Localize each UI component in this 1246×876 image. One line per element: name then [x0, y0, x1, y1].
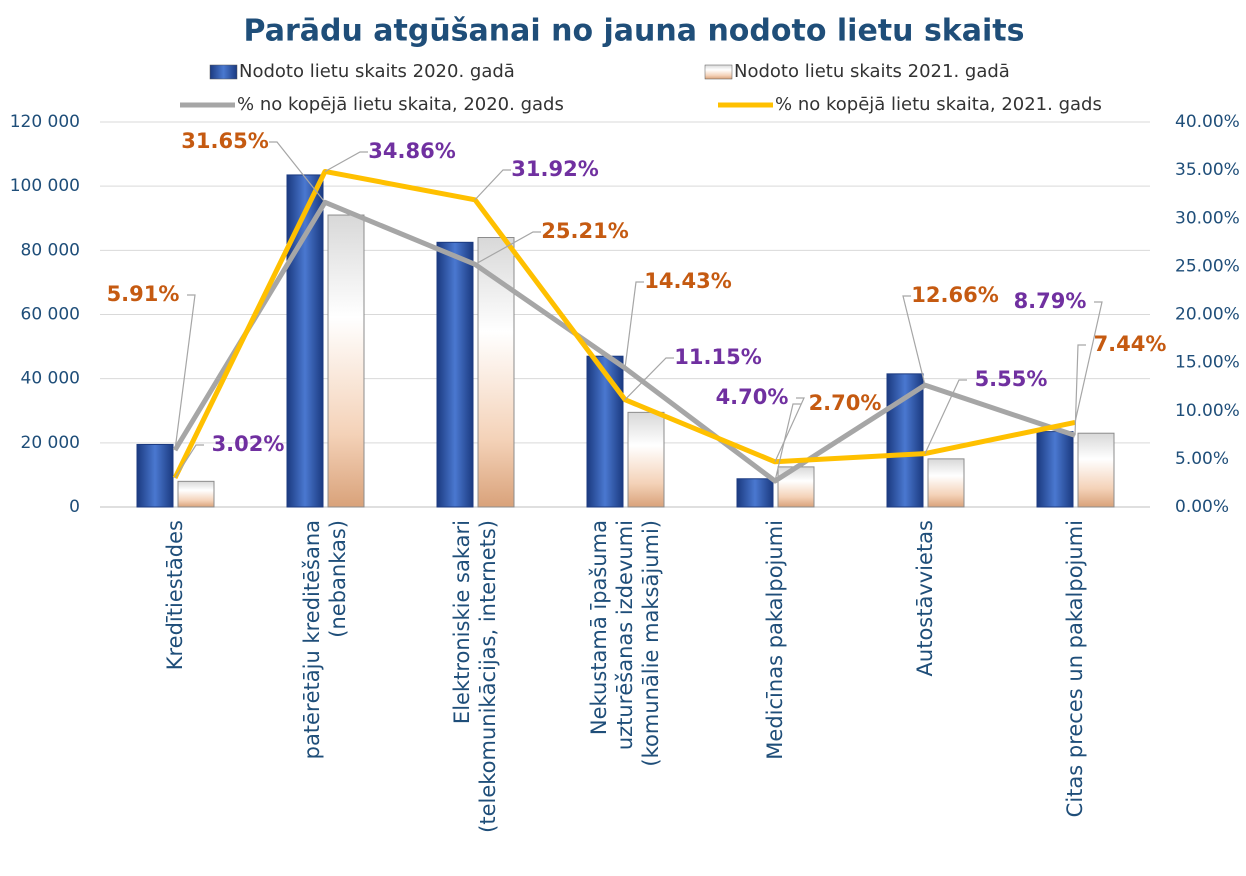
leader-line	[269, 141, 326, 203]
leader-line	[474, 169, 511, 201]
bar	[586, 355, 624, 508]
legend-label: Nodoto lietu skaits 2020. gadā	[239, 61, 515, 82]
x-tick-label: Kredītiestādes	[163, 520, 187, 671]
data-label: 31.92%	[511, 157, 598, 181]
x-tick-label: Elektroniskie sakari (telekomunikācijas,…	[450, 520, 500, 833]
y-tick-label: 60 000	[21, 305, 80, 325]
leader-line	[1074, 344, 1086, 436]
data-label: 11.15%	[674, 345, 761, 369]
y2-tick-label: 40.00%	[1175, 112, 1240, 132]
data-label: 2.70%	[809, 391, 882, 415]
data-label: 3.02%	[212, 432, 285, 456]
leader-line	[174, 294, 196, 451]
y2-tick-label: 35.00%	[1175, 160, 1240, 180]
data-label: 5.91%	[107, 282, 180, 306]
data-label: 8.79%	[1014, 289, 1087, 313]
bar	[1036, 431, 1074, 508]
legend-label: % no kopējā lietu skaita, 2021. gads	[775, 94, 1102, 115]
leader-line	[174, 444, 204, 479]
data-label: 7.44%	[1094, 332, 1167, 356]
bar	[736, 478, 774, 508]
data-label: 25.21%	[541, 219, 628, 243]
leader-line	[902, 295, 926, 386]
y2-tick-label: 0.00%	[1175, 497, 1229, 517]
y-tick-label: 0	[69, 497, 80, 517]
y2-tick-label: 30.00%	[1175, 208, 1240, 228]
y-tick-label: 100 000	[10, 176, 80, 196]
leader-line	[624, 357, 674, 401]
data-label: 5.55%	[975, 367, 1048, 391]
y-tick-label: 120 000	[10, 112, 80, 132]
bar	[136, 443, 174, 508]
leader-line	[774, 403, 801, 482]
x-tick-label: patērētāju kreditēšana (nebankas)	[300, 520, 350, 760]
legend-swatch	[704, 64, 733, 80]
y2-tick-label: 15.00%	[1175, 353, 1240, 373]
y-tick-label: 20 000	[21, 433, 80, 453]
legend-label: % no kopējā lietu skaita, 2020. gads	[237, 94, 564, 115]
bar	[286, 174, 324, 508]
data-label: 12.66%	[911, 283, 998, 307]
data-label: 31.65%	[181, 129, 268, 153]
y-tick-label: 80 000	[21, 240, 80, 260]
data-label: 4.70%	[716, 385, 789, 409]
x-tick-label: Autostāvvietas	[913, 520, 937, 677]
leader-line	[924, 379, 967, 454]
bar	[436, 241, 474, 508]
bar	[327, 214, 365, 508]
bar	[927, 458, 965, 508]
x-tick-label: Citas preces un pakalpojumi	[1063, 520, 1087, 818]
y2-tick-label: 20.00%	[1175, 305, 1240, 325]
leader-line	[324, 151, 368, 172]
bar	[1077, 432, 1115, 508]
bar	[627, 411, 665, 508]
y2-tick-label: 10.00%	[1175, 401, 1240, 421]
chart-title: Parādu atgūšanai no jauna nodoto lietu s…	[244, 14, 1025, 49]
leader-line	[624, 281, 644, 369]
legend-label: Nodoto lietu skaits 2021. gadā	[734, 61, 1010, 82]
y2-tick-label: 25.00%	[1175, 256, 1240, 276]
x-tick-label: Medicīnas pakalpojumi	[763, 520, 787, 760]
y-tick-label: 40 000	[21, 369, 80, 389]
leader-line	[474, 231, 541, 265]
y2-tick-label: 5.00%	[1175, 449, 1229, 469]
data-label: 34.86%	[368, 139, 455, 163]
bar	[886, 373, 924, 508]
x-tick-label: Nekustamā īpašuma uzturēšanas izdevumi (…	[587, 520, 663, 767]
bar	[477, 237, 515, 508]
leader-line	[774, 397, 805, 463]
bar	[177, 480, 215, 508]
data-label: 14.43%	[644, 269, 731, 293]
leader-line	[1074, 301, 1103, 423]
legend-swatch	[209, 64, 238, 80]
